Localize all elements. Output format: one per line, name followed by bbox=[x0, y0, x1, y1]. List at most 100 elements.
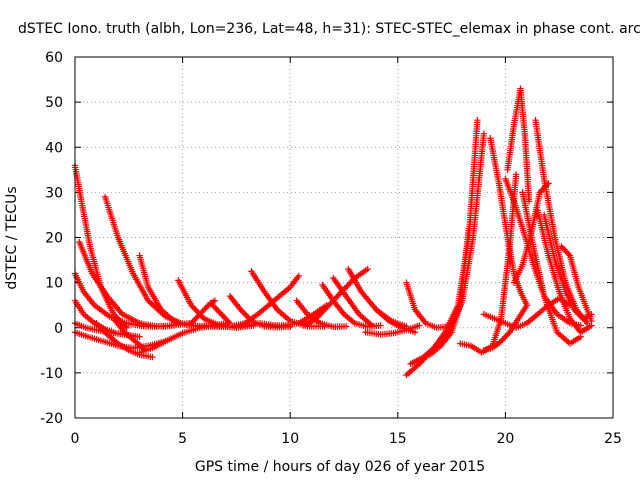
y-tick-label: 10 bbox=[45, 276, 63, 292]
data-point bbox=[411, 329, 419, 336]
data-point bbox=[561, 246, 568, 253]
x-tick-labels: 0 5 10 15 20 25 bbox=[71, 431, 622, 447]
x-tick-label: 0 bbox=[71, 431, 80, 447]
series-arc bbox=[330, 274, 376, 329]
data-point bbox=[562, 247, 569, 255]
data-point bbox=[500, 335, 508, 342]
data-point bbox=[538, 187, 545, 195]
data-point bbox=[335, 291, 343, 298]
data-point bbox=[480, 130, 488, 137]
data-point bbox=[465, 225, 473, 232]
data-point bbox=[577, 322, 584, 329]
data-point bbox=[575, 311, 582, 318]
data-point bbox=[563, 249, 571, 256]
data-point bbox=[192, 315, 199, 322]
series-arc bbox=[487, 135, 531, 309]
data-point bbox=[312, 315, 320, 322]
series-arc bbox=[504, 85, 533, 205]
x-tick-label: 25 bbox=[604, 431, 622, 447]
series-arc bbox=[207, 299, 234, 327]
y-axis-label: dSTEC / TECUs bbox=[4, 186, 20, 289]
data-point bbox=[576, 312, 584, 319]
series-arc bbox=[299, 265, 371, 329]
data-point bbox=[588, 322, 595, 329]
data-point bbox=[223, 317, 231, 324]
series-arc bbox=[540, 211, 595, 322]
data-point bbox=[342, 283, 350, 291]
data-point bbox=[502, 333, 509, 340]
data-point bbox=[189, 303, 196, 310]
data-point bbox=[325, 301, 333, 309]
y-tick-label: 30 bbox=[45, 185, 63, 201]
series-arc bbox=[373, 306, 419, 336]
data-point bbox=[345, 280, 353, 288]
x-tick-label: 20 bbox=[496, 431, 514, 447]
data-point bbox=[122, 323, 129, 330]
data-point bbox=[196, 311, 204, 318]
data-point bbox=[199, 308, 206, 315]
data-point bbox=[200, 306, 208, 313]
data-point bbox=[219, 312, 226, 319]
series-arc bbox=[110, 315, 150, 354]
data-point bbox=[499, 336, 506, 343]
data-point bbox=[192, 306, 199, 313]
x-tick-label: 10 bbox=[281, 431, 299, 447]
data-point bbox=[149, 353, 156, 361]
data-point bbox=[142, 347, 150, 354]
data-point bbox=[321, 306, 328, 313]
data-point bbox=[503, 332, 511, 339]
data-point bbox=[193, 314, 201, 321]
data-point bbox=[505, 330, 512, 337]
data-point bbox=[221, 314, 228, 321]
series-arc bbox=[480, 301, 531, 354]
y-tick-label: 20 bbox=[45, 231, 63, 247]
y-tick-label: 60 bbox=[45, 50, 63, 66]
plot-frame bbox=[74, 56, 614, 419]
y-tick-labels: -20 -10 0 10 20 30 40 50 60 bbox=[40, 50, 63, 427]
y-tick-label: 0 bbox=[54, 321, 63, 337]
data-point bbox=[327, 300, 334, 307]
data-point bbox=[190, 304, 198, 312]
data-point bbox=[364, 265, 371, 273]
series-arc bbox=[407, 130, 488, 368]
series-arc bbox=[76, 238, 178, 330]
data-point bbox=[226, 320, 234, 327]
data-point bbox=[559, 244, 566, 252]
data-point bbox=[324, 303, 331, 310]
y-tick-label: -10 bbox=[40, 366, 63, 382]
data-point bbox=[295, 272, 303, 280]
series-arc bbox=[293, 297, 350, 331]
data-point bbox=[573, 309, 581, 316]
data-point bbox=[198, 309, 205, 316]
series-arc bbox=[403, 279, 451, 331]
data-point bbox=[571, 306, 578, 313]
data-point bbox=[342, 323, 350, 330]
data-point bbox=[318, 309, 325, 316]
data-point bbox=[222, 315, 229, 322]
x-axis-label: GPS time / hours of day 026 of year 2015 bbox=[195, 459, 485, 475]
data-point bbox=[195, 312, 202, 319]
data-point bbox=[317, 311, 324, 318]
data-point bbox=[347, 279, 354, 286]
data-point bbox=[218, 311, 225, 318]
series-arc bbox=[231, 272, 303, 329]
data-point bbox=[344, 282, 351, 289]
data-point bbox=[572, 308, 579, 315]
data-point bbox=[322, 304, 330, 312]
y-tick-label: 40 bbox=[45, 140, 63, 156]
data-point bbox=[319, 308, 327, 315]
data-point bbox=[199, 314, 206, 321]
x-tick-label: 5 bbox=[178, 431, 187, 447]
data-point bbox=[193, 308, 201, 315]
data-point bbox=[583, 320, 591, 327]
data-point bbox=[188, 301, 195, 309]
data-point bbox=[558, 243, 565, 250]
data-point bbox=[334, 292, 341, 300]
data-point bbox=[188, 320, 195, 327]
x-tick-label: 15 bbox=[389, 431, 407, 447]
series-arc bbox=[519, 189, 584, 347]
series-arc bbox=[558, 243, 595, 325]
series-arc bbox=[534, 207, 595, 336]
data-point bbox=[314, 314, 321, 321]
